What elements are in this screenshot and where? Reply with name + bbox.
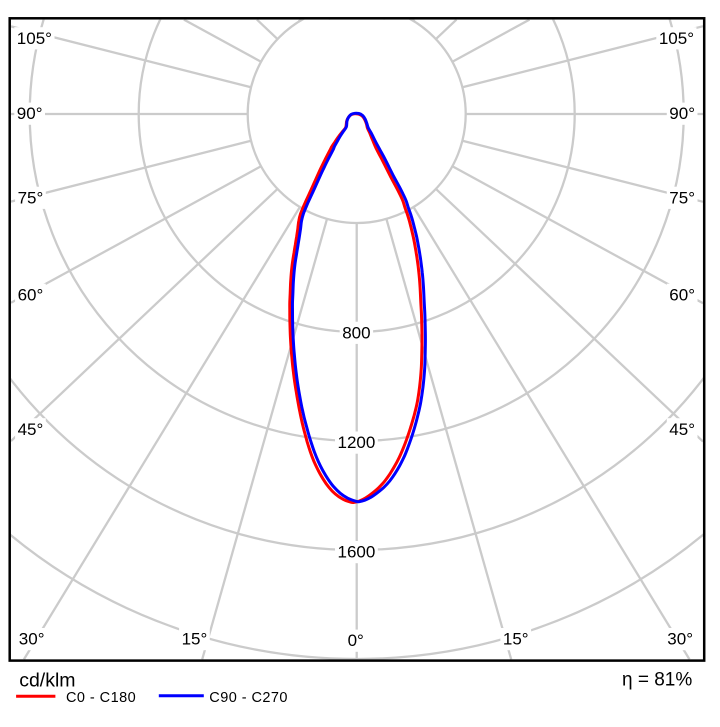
svg-text:60°: 60° [669,285,695,304]
svg-text:90°: 90° [669,104,695,123]
svg-text:cd/klm: cd/klm [19,669,75,691]
svg-text:15°: 15° [503,630,529,649]
svg-text:1600: 1600 [337,543,375,562]
svg-text:105°: 105° [659,29,694,48]
svg-text:75°: 75° [669,188,695,207]
svg-text:30°: 30° [19,630,45,649]
svg-text:η = 81%: η = 81% [622,669,692,690]
svg-text:C90 - C270: C90 - C270 [209,690,288,706]
svg-text:45°: 45° [669,420,695,439]
svg-text:105°: 105° [17,29,52,48]
svg-text:15°: 15° [182,630,208,649]
svg-text:45°: 45° [18,420,44,439]
svg-text:1200: 1200 [337,433,375,452]
svg-text:0°: 0° [348,631,364,650]
svg-text:800: 800 [342,323,370,342]
svg-text:60°: 60° [18,285,44,304]
svg-text:75°: 75° [18,188,44,207]
svg-text:30°: 30° [667,630,693,649]
svg-text:90°: 90° [17,104,43,123]
svg-text:C0 - C180: C0 - C180 [66,690,136,706]
